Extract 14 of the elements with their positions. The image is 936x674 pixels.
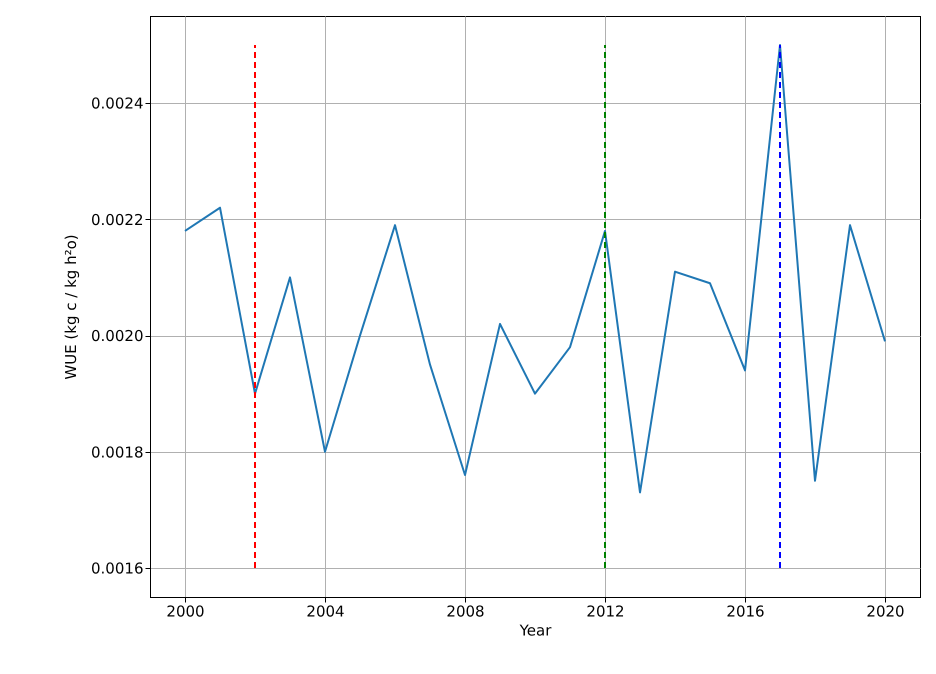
y-tick-label: 0.0022 (91, 210, 144, 229)
x-tick-label: 2004 (306, 602, 345, 620)
y-tick-label: 0.0020 (91, 327, 144, 346)
y-tick-label: 0.0016 (91, 559, 144, 578)
y-tick-label: 0.0024 (91, 94, 144, 113)
y-axis-title: WUE (kg c / kg h²o) (62, 234, 80, 380)
x-tick-label: 2016 (726, 602, 765, 620)
x-tick-label: 2012 (586, 602, 625, 620)
y-tick-label: 0.0018 (91, 443, 144, 462)
line-series (184, 44, 886, 494)
x-tick-label: 2008 (446, 602, 485, 620)
x-tick-label: 2020 (866, 602, 905, 620)
x-tick-label: 2000 (166, 602, 205, 620)
x-axis-title: Year (518, 622, 552, 640)
